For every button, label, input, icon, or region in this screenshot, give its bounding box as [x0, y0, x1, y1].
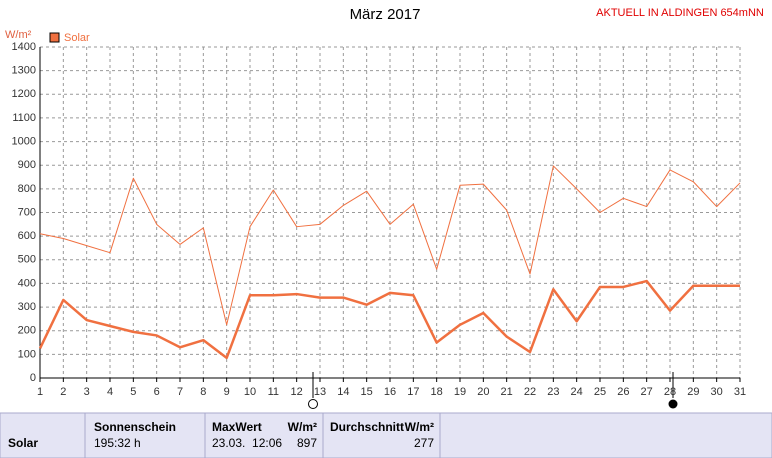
col-value: 277 [414, 436, 434, 450]
y-tick-label: 1000 [12, 135, 36, 147]
legend: Solar [49, 32, 90, 44]
x-tick-label: 28 [664, 386, 676, 398]
x-tick-label: 8 [200, 386, 206, 398]
y-tick-label: 0 [30, 372, 36, 384]
legend-swatch [49, 32, 60, 43]
x-tick-label: 19 [454, 386, 466, 398]
grid [39, 46, 741, 379]
y-tick-label: 400 [18, 277, 36, 289]
x-tick-label: 13 [314, 386, 326, 398]
x-tick-label: 12 [291, 386, 303, 398]
col-unit: W/m² [288, 420, 317, 434]
x-tick-label: 11 [268, 386, 279, 398]
table-bg [0, 412, 772, 458]
x-tick-label: 26 [617, 386, 629, 398]
x-tick-label: 5 [130, 386, 136, 398]
x-tick-label: 25 [594, 386, 606, 398]
y-tick-label: 600 [18, 230, 36, 242]
col-header: Sonnenschein [94, 420, 176, 434]
y-tick-label: 700 [18, 206, 36, 218]
x-tick-label: 31 [734, 386, 746, 398]
x-tick-label: 29 [687, 386, 699, 398]
open-circle-marker [308, 399, 318, 409]
x-tick-label: 27 [641, 386, 653, 398]
x-tick-label: 22 [524, 386, 536, 398]
y-tick-label: 300 [18, 301, 36, 313]
x-tick-label: 10 [244, 386, 256, 398]
legend-label: Solar [64, 32, 90, 44]
y-tick-label: 1300 [12, 65, 36, 77]
x-tick-label: 17 [407, 386, 419, 398]
col-value: 195:32 h [94, 436, 141, 450]
x-tick-label: 20 [477, 386, 489, 398]
x-tick-label: 30 [711, 386, 723, 398]
series-line [38, 279, 740, 360]
filled-circle-marker [668, 399, 678, 409]
y-tick-label: 500 [18, 254, 36, 266]
stats-table: Solar Sonnenschein 195:32 h MaxWert W/m²… [0, 412, 772, 458]
x-tick-label: 23 [547, 386, 559, 398]
y-tick-label: 200 [18, 325, 36, 337]
x-tick-label: 1 [37, 386, 43, 398]
x-tick-label: 14 [337, 386, 349, 398]
x-tick-label: 2 [60, 386, 66, 398]
y-axis-unit: W/m² [5, 29, 32, 41]
location-label: AKTUELL IN ALDINGEN 654mNN [596, 7, 764, 19]
x-tick-label: 7 [177, 386, 183, 398]
x-tick-label: 21 [501, 386, 513, 398]
col-header: MaxWert [212, 420, 262, 434]
x-tick-label: 9 [224, 386, 230, 398]
x-tick-label: 6 [154, 386, 160, 398]
col-date: 23.03. 12:06 [212, 436, 282, 450]
y-tick-label: 1400 [12, 41, 36, 53]
x-tick-label: 4 [107, 386, 113, 398]
chart-title: März 2017 [350, 6, 421, 23]
row-label: Solar [8, 436, 38, 450]
col-unit: W/m² [405, 420, 434, 434]
col-value: 897 [297, 436, 317, 450]
x-tick-label: 24 [571, 386, 583, 398]
x-tick-label: 16 [384, 386, 396, 398]
y-tick-label: 900 [18, 159, 36, 171]
series-line [39, 165, 741, 326]
x-tick-label: 18 [431, 386, 443, 398]
x-tick-label: 15 [361, 386, 373, 398]
y-tick-label: 1100 [12, 112, 36, 124]
x-tick-label: 3 [84, 386, 90, 398]
y-tick-label: 800 [18, 183, 36, 195]
y-tick-label: 100 [18, 348, 36, 360]
col-header: Durchschnitt [330, 420, 404, 434]
y-tick-label: 1200 [12, 88, 36, 100]
